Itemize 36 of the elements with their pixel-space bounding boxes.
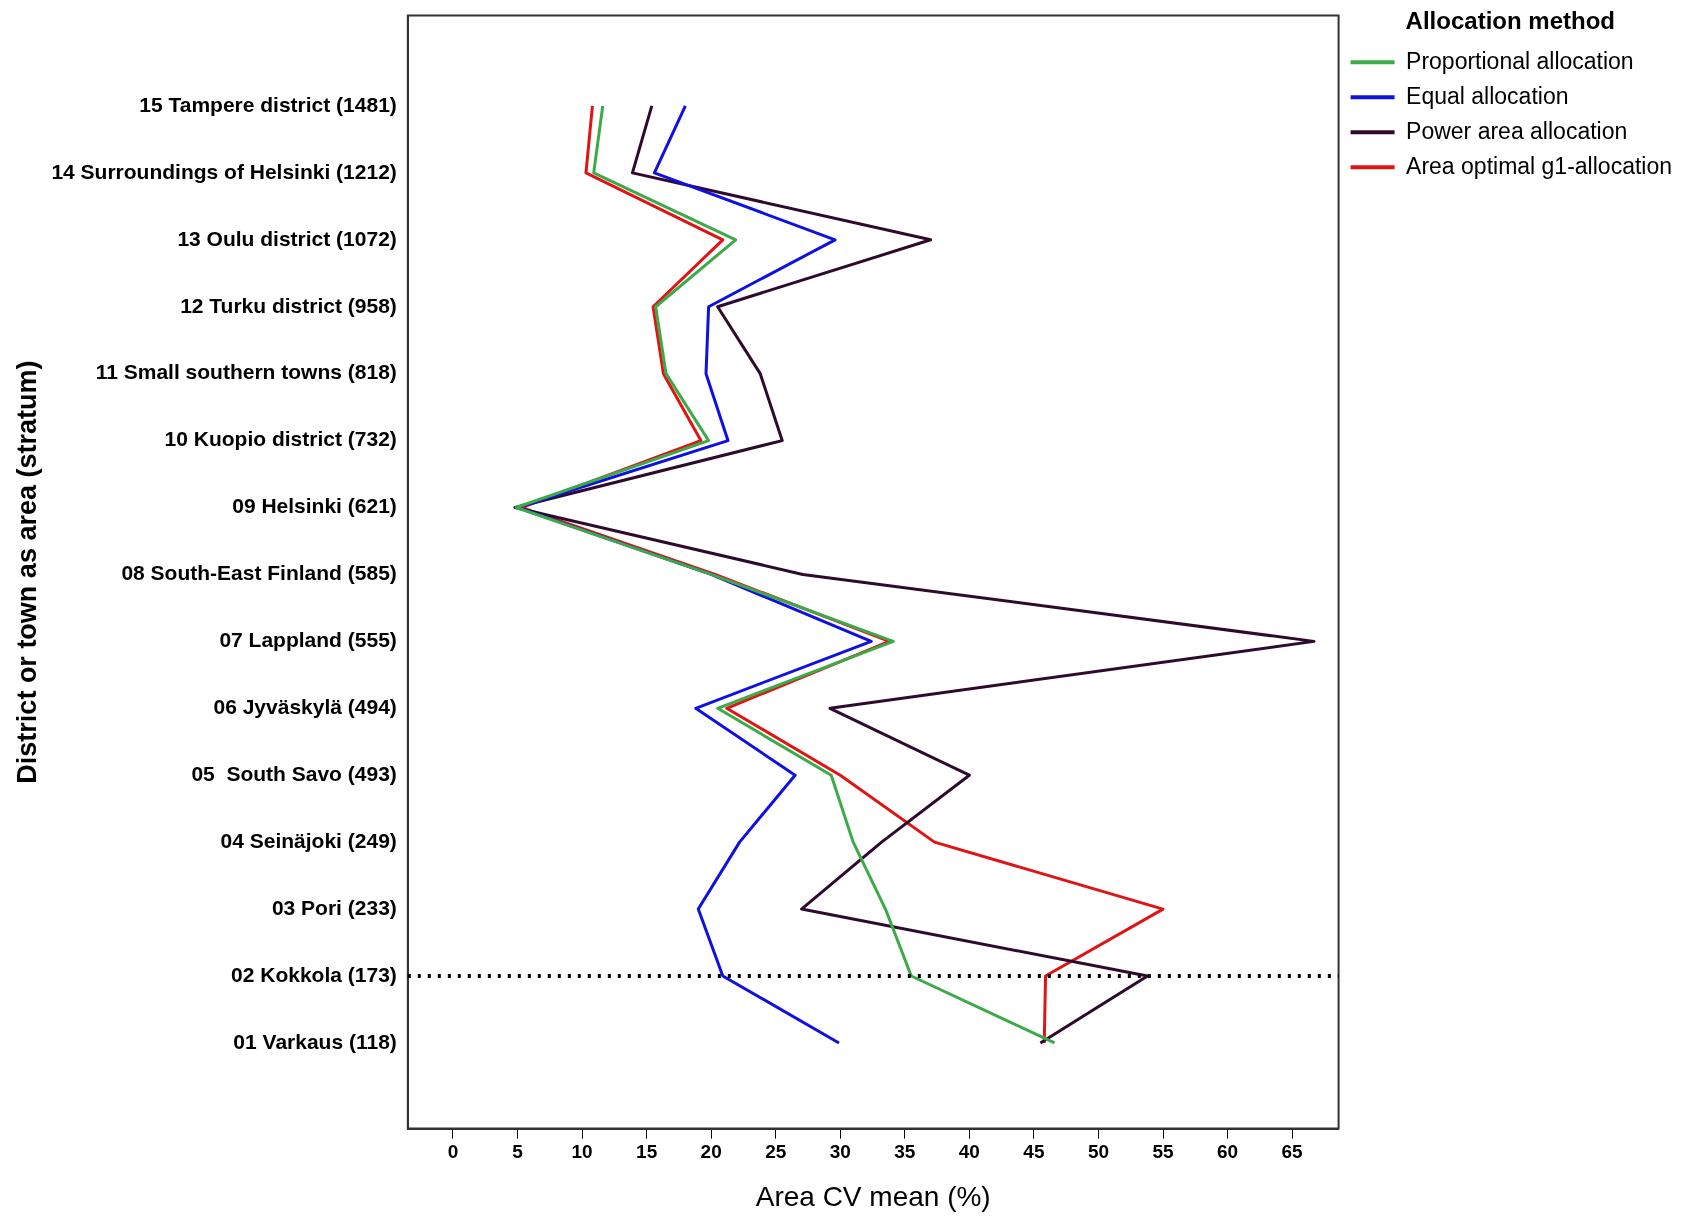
x-tick-label: 40	[958, 1141, 980, 1163]
y-tick-label: 06 Jyväskylä (494)	[213, 695, 397, 719]
x-tick-label: 50	[1087, 1141, 1110, 1163]
x-tick-label: 55	[1152, 1141, 1174, 1163]
x-tick-label: 0	[447, 1141, 459, 1163]
y-tick-label: 02 Kokkola (173)	[231, 962, 397, 986]
y-tick-label: 10 Kuopio district (732)	[164, 427, 397, 451]
y-tick-label: 13 Oulu district (1072)	[177, 226, 397, 250]
legend-label: Area optimal g1-allocation	[1406, 152, 1673, 179]
legend-label: Equal allocation	[1406, 82, 1569, 109]
x-tick-label: 45	[1023, 1141, 1045, 1163]
legend-label: Proportional allocation	[1406, 47, 1634, 74]
x-tick-label: 5	[512, 1141, 524, 1163]
y-tick-label: 09 Helsinki (621)	[232, 494, 397, 518]
y-tick-label: 04 Seinäjoki (249)	[220, 828, 397, 852]
y-tick-label: 15 Tampere district (1481)	[139, 92, 397, 116]
y-tick-label: 14 Surroundings of Helsinki (1212)	[51, 159, 397, 183]
y-tick-label: 05 South Savo (493)	[191, 762, 397, 786]
y-tick-label: 01 Varkaus (118)	[233, 1029, 397, 1053]
y-tick-label: 12 Turku district (958)	[180, 293, 397, 317]
x-tick-label: 25	[765, 1141, 787, 1163]
x-tick-label: 20	[700, 1141, 722, 1163]
x-axis-title: Area CV mean (%)	[755, 1180, 991, 1212]
x-tick-label: 35	[894, 1141, 916, 1163]
y-tick-label: 11 Small southern towns (818)	[95, 360, 397, 384]
legend-title: Allocation method	[1405, 6, 1615, 34]
x-tick-label: 15	[636, 1141, 658, 1163]
y-axis-title: District or town as area (stratum)	[11, 360, 42, 784]
y-tick-label: 07 Lappland (555)	[219, 628, 397, 652]
x-tick-label: 60	[1216, 1141, 1239, 1163]
y-tick-label: 03 Pori (233)	[271, 895, 397, 919]
y-tick-label: 08 South-East Finland (585)	[121, 561, 397, 585]
x-tick-label: 10	[571, 1141, 593, 1163]
legend-label: Power area allocation	[1406, 117, 1628, 144]
x-tick-label: 30	[829, 1141, 851, 1163]
x-tick-label: 65	[1281, 1141, 1304, 1163]
